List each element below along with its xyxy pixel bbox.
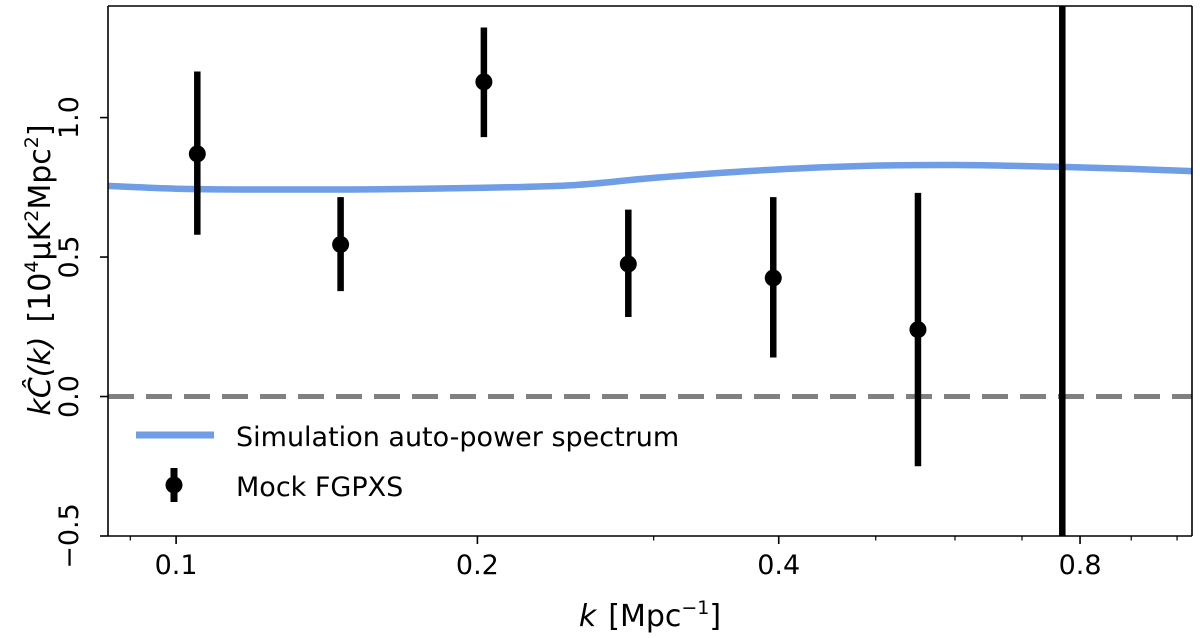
plot-area [107,6,1193,536]
x-tick-label: 0.1 [155,550,198,581]
data-point-2 [332,236,350,253]
x-tick-label: 0.8 [1059,550,1102,581]
legend: Simulation auto-power spectrum Mock FGPX… [136,422,679,503]
simulation-series-line [107,161,1193,193]
y-tick-label: −0.5 [54,503,85,569]
data-point-1 [188,145,206,163]
y-tick-label: 0.0 [54,375,85,418]
data-point-5 [764,269,782,287]
axes: −0.5 0.0 0.5 1.0 0.1 0.2 0.4 0.8 [54,5,1193,581]
x-tick-label: 0.4 [757,550,800,581]
y-tick-label: 0.5 [54,236,85,279]
data-point-6 [909,321,927,339]
y-tick-label: 1.0 [54,96,85,139]
y-axis-label: kĈ(k)[104μK2Mpc2] [21,124,58,415]
legend-label-mock: Mock FGPXS [236,472,403,503]
x-tick-label: 0.2 [456,550,499,581]
data-point-3 [475,73,493,91]
x-axis-label: k [Mpc−1] [579,597,721,634]
legend-marker-swatch [165,476,183,494]
data-point-4 [619,255,637,273]
legend-label-simulation: Simulation auto-power spectrum [236,422,679,453]
